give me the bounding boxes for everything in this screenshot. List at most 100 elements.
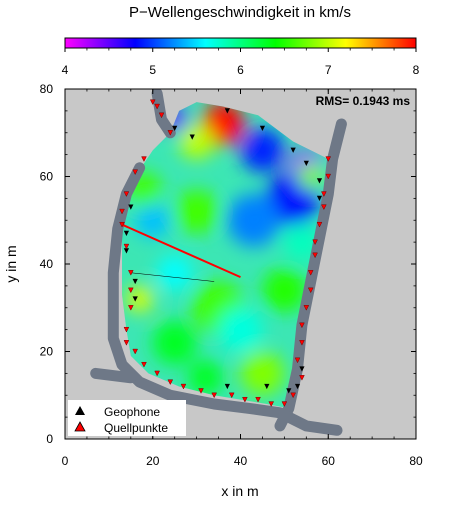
source-point-markers xyxy=(119,99,332,407)
velocity-cell xyxy=(157,255,193,291)
source-point-marker xyxy=(303,305,310,311)
source-point-marker xyxy=(312,239,318,246)
source-point-marker xyxy=(242,396,248,403)
geophone-marker xyxy=(316,178,323,184)
colorbar-tick-label: 8 xyxy=(413,63,420,77)
x-tick-label: 80 xyxy=(409,454,423,468)
velocity-cell xyxy=(174,189,219,234)
colorbar-scale xyxy=(64,37,417,49)
geophone-marker xyxy=(123,248,130,254)
velocity-cell xyxy=(240,128,285,173)
ray-path xyxy=(130,272,215,282)
geophone-marker xyxy=(132,278,138,285)
source-point-marker xyxy=(128,270,134,276)
x-axis-label: x in m xyxy=(221,483,258,499)
y-axis-label: y in m xyxy=(3,245,19,282)
geophone-marker xyxy=(224,108,230,114)
source-point-marker xyxy=(325,156,332,162)
source-point-marker xyxy=(211,392,217,399)
source-point-marker xyxy=(154,103,160,110)
colorbar-tick-label: 6 xyxy=(237,63,244,77)
colorbar-tick-label: 7 xyxy=(325,63,332,77)
geophone-marker xyxy=(172,125,178,131)
legend: Geophone Quellpunkte xyxy=(68,400,186,436)
geophone-marker xyxy=(132,296,138,302)
source-point-marker xyxy=(312,252,318,259)
source-point-marker xyxy=(141,156,147,162)
legend-geophone-label: Geophone xyxy=(104,405,160,419)
velocity-cell xyxy=(240,351,285,396)
source-point-marker xyxy=(268,401,275,407)
source-point-marker xyxy=(198,388,204,394)
geophone-markers xyxy=(123,108,323,394)
source-point-marker xyxy=(255,396,261,403)
source-point-marker xyxy=(321,191,327,197)
legend-geophone-marker xyxy=(75,406,85,415)
source-point-marker xyxy=(299,322,305,329)
source-point-marker xyxy=(158,112,165,119)
source-point-marker xyxy=(325,173,332,180)
legend-quellpunkte-label: Quellpunkte xyxy=(104,421,168,435)
legend-box xyxy=(68,400,186,436)
source-point-marker xyxy=(141,361,147,368)
velocity-cell xyxy=(227,193,280,247)
colorbar-tick-label: 5 xyxy=(149,63,156,77)
source-point-marker xyxy=(290,392,296,399)
source-point-marker xyxy=(321,204,327,211)
source-point-marker xyxy=(149,99,156,106)
colorbar-ticks: 4 5 6 7 8 xyxy=(62,48,420,77)
rms-annotation: RMS= 0.1943 ms xyxy=(316,94,411,108)
geophone-marker xyxy=(286,388,292,394)
plot-area: 0 20 40 60 80 0 20 40 60 80 RMS= 0.1943 ms Geopho… xyxy=(40,82,423,468)
source-point-marker xyxy=(132,348,139,355)
x-tick-label: 60 xyxy=(322,454,336,468)
ray-paths xyxy=(121,223,241,282)
y-tick-label: 40 xyxy=(40,257,54,271)
colorbar: 4 5 6 7 8 xyxy=(62,37,420,77)
source-point-marker xyxy=(316,221,323,228)
velocity-cell xyxy=(135,202,171,238)
geophone-marker xyxy=(264,383,270,390)
geophone-marker xyxy=(259,125,266,131)
source-point-marker xyxy=(123,191,130,197)
geophone-marker xyxy=(290,147,296,153)
source-point-marker xyxy=(299,375,305,381)
source-point-marker xyxy=(294,357,301,364)
y-tick-label: 0 xyxy=(46,432,53,446)
chart-title: P−Wellengeschwindigkeit in km/s xyxy=(129,4,351,21)
geophone-marker xyxy=(189,134,195,140)
geophone-marker xyxy=(294,383,301,390)
source-point-marker xyxy=(180,383,187,390)
geophone-marker xyxy=(224,383,230,390)
y-tick-label: 80 xyxy=(40,82,54,96)
source-point-marker xyxy=(123,326,130,333)
velocity-cell xyxy=(297,163,324,190)
source-point-marker xyxy=(281,401,288,407)
source-point-marker xyxy=(132,169,139,176)
source-point-marker xyxy=(307,270,314,276)
source-point-marker xyxy=(119,208,125,215)
source-point-marker xyxy=(154,370,160,377)
velocity-cell xyxy=(262,268,307,313)
velocity-cell xyxy=(187,360,223,396)
x-tick-label: 40 xyxy=(234,454,248,468)
y-tick-label: 20 xyxy=(40,345,54,359)
x-tick-label: 0 xyxy=(62,454,69,468)
source-point-marker xyxy=(307,287,314,294)
source-point-marker xyxy=(128,305,134,311)
tunnel-wall xyxy=(90,367,137,384)
source-point-marker xyxy=(167,379,174,386)
geophone-marker xyxy=(299,366,305,372)
velocity-cell xyxy=(218,307,263,352)
source-point-marker xyxy=(167,130,174,136)
axis-ticks: 0 20 40 60 80 0 20 40 60 80 xyxy=(40,82,423,468)
velocity-cell xyxy=(152,320,197,365)
tunnel-wall xyxy=(151,89,176,139)
x-tick-label: 20 xyxy=(146,454,160,468)
ray-path xyxy=(121,223,241,279)
source-point-marker xyxy=(128,287,134,294)
source-point-marker xyxy=(123,340,130,346)
geophone-marker xyxy=(303,160,309,166)
geophone-marker xyxy=(123,230,130,236)
source-point-marker xyxy=(123,243,130,250)
